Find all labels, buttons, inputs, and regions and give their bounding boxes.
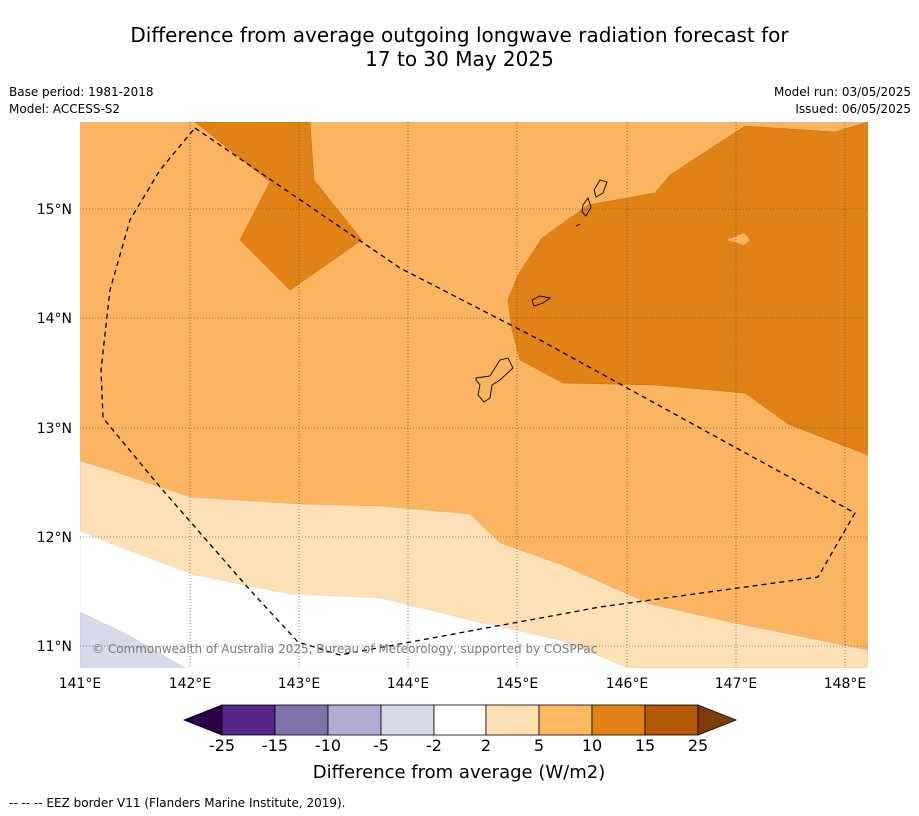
metadata-left: Base period: 1981-2018 Model: ACCESS-S2 — [9, 84, 154, 118]
colorbar-swatch — [433, 704, 487, 736]
map-area: © Commonwealth of Australia 2025, Bureau… — [80, 122, 868, 668]
eez-legend-note: -- -- -- EEZ border V11 (Flanders Marine… — [9, 796, 346, 810]
lat-label: 13°N — [37, 421, 72, 437]
colorbar-tick: 2 — [481, 736, 491, 755]
rota-island — [531, 295, 552, 307]
colorbar-tick: 25 — [688, 736, 708, 755]
title-line-1: Difference from average outgoing longwav… — [130, 23, 789, 47]
colorbar: -25 -15 -10 -5 -2 2 5 10 15 25 Differenc… — [182, 704, 738, 783]
colorbar-tick-labels: -25 -15 -10 -5 -2 2 5 10 15 25 — [209, 736, 708, 755]
tinian-island — [581, 197, 592, 217]
olr-small-patch — [727, 233, 750, 245]
lon-label: 141°E — [59, 676, 102, 692]
colorbar-tick: -5 — [373, 736, 389, 755]
colorbar-swatch — [485, 704, 540, 736]
colorbar-tick: 5 — [534, 736, 544, 755]
colorbar-swatch — [538, 704, 593, 736]
colorbar-tick: -25 — [209, 736, 235, 755]
colorbar-swatch — [221, 704, 276, 736]
colorbar-tick: -15 — [262, 736, 288, 755]
longitude-labels: 141°E 142°E 143°E 144°E 145°E 146°E 147°… — [59, 676, 867, 692]
olr-region-minus-2-to-minus-5 — [80, 611, 186, 668]
colorbar-swatch — [644, 704, 699, 736]
colorbar-extend-high — [697, 704, 738, 736]
colorbar-label: Difference from average (W/m2) — [313, 762, 605, 783]
lon-label: 148°E — [824, 676, 867, 692]
lon-label: 145°E — [496, 676, 539, 692]
lat-label: 11°N — [37, 639, 72, 655]
colorbar-swatch — [380, 704, 435, 736]
colorbar-swatch — [274, 704, 329, 736]
issued-text: Issued: 06/05/2025 — [795, 102, 911, 116]
metadata-right: Model run: 03/05/2025 Issued: 06/05/2025 — [774, 84, 911, 118]
colorbar-tick: 10 — [582, 736, 602, 755]
lon-label: 147°E — [715, 676, 758, 692]
lat-label: 12°N — [37, 530, 72, 546]
model-run-text: Model run: 03/05/2025 — [773, 85, 911, 99]
saipan-island — [593, 179, 608, 198]
olr-region-near-average — [80, 530, 629, 668]
colorbar-tick: 15 — [635, 736, 655, 755]
lon-label: 143°E — [278, 676, 321, 692]
lon-label: 142°E — [169, 676, 212, 692]
aguijan-island — [575, 223, 581, 227]
guam-island — [475, 357, 514, 403]
colorbar-tick: -2 — [426, 736, 442, 755]
lon-label: 144°E — [387, 676, 430, 692]
colorbar-swatch — [327, 704, 382, 736]
islands — [475, 179, 608, 403]
gridlines — [80, 122, 868, 668]
base-period-text: Base period: 1981-2018 — [9, 85, 154, 99]
lon-label: 146°E — [606, 676, 649, 692]
colorbar-tick: -10 — [315, 736, 341, 755]
model-text: Model: ACCESS-S2 — [9, 102, 121, 116]
latitude-labels: 15°N 14°N 13°N 12°N 11°N — [37, 202, 72, 655]
lat-label: 14°N — [37, 311, 72, 327]
olr-region-10-to-15-northwest — [194, 122, 363, 291]
colorbar-swatch — [591, 704, 646, 736]
colorbar-extend-low — [182, 704, 223, 736]
lat-label: 15°N — [37, 202, 72, 218]
copyright-text: © Commonwealth of Australia 2025, Bureau… — [92, 642, 597, 656]
title-line-2: 17 to 30 May 2025 — [365, 47, 554, 71]
